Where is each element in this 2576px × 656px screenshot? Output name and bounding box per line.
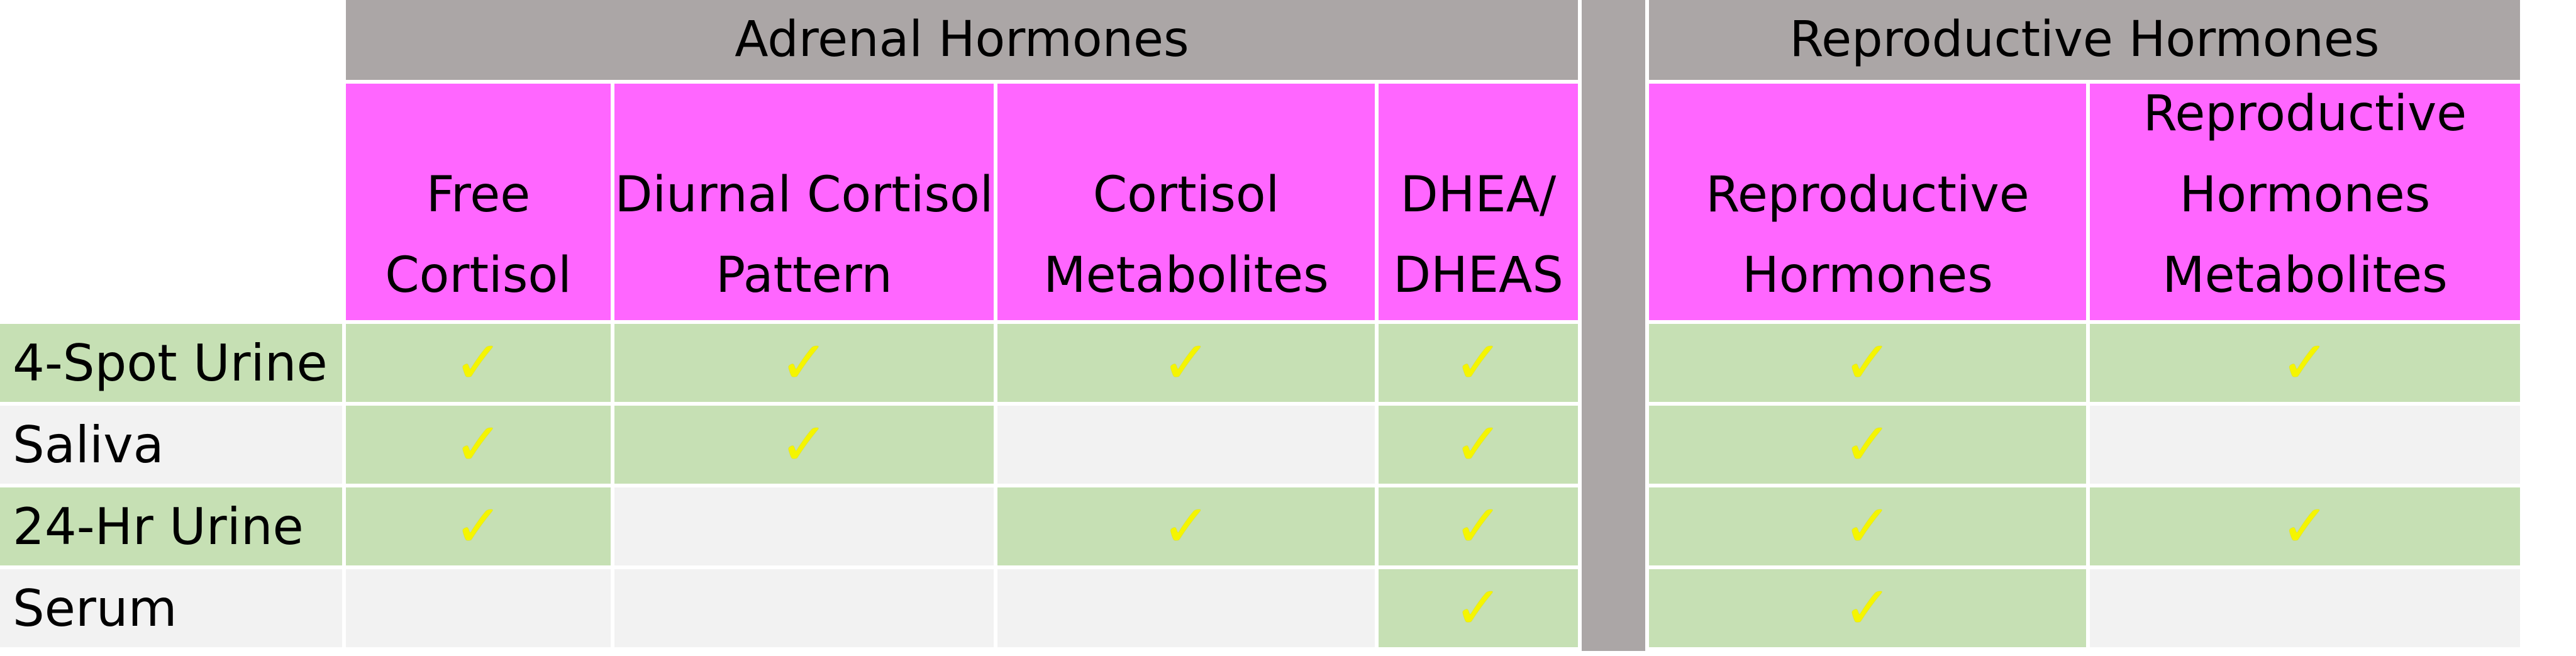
- table-cell: ✓: [614, 487, 997, 569]
- table-cell: ✓: [2090, 569, 2524, 651]
- table-cell: ✓: [1649, 569, 2090, 651]
- table-cell: ✓: [1649, 487, 2090, 569]
- column-header-cortisol-metabolites: Cortisol Metabolites: [997, 84, 1379, 324]
- check-icon: ✓: [779, 411, 829, 478]
- table-cell: ✓: [1379, 324, 1582, 406]
- column-header-free-cortisol: Free Cortisol: [346, 84, 614, 324]
- check-icon: ✓: [1453, 492, 1503, 560]
- group-header-reproductive: Reproductive Hormones: [1649, 0, 2524, 84]
- table-cell: ✓: [1649, 406, 2090, 487]
- table-cell: ✓: [997, 324, 1379, 406]
- check-icon: ✓: [1843, 329, 1892, 396]
- table-cell: ✓: [1379, 406, 1582, 487]
- check-icon: ✓: [1843, 411, 1892, 478]
- table-cell: ✓: [997, 487, 1379, 569]
- row-label-saliva: Saliva: [0, 406, 346, 487]
- check-icon: ✓: [453, 411, 503, 478]
- table-cell: ✓: [1649, 324, 2090, 406]
- table-cell: ✓: [2090, 487, 2524, 569]
- corner-blank: [0, 0, 346, 324]
- column-header-diurnal-cortisol-pattern: Diurnal Cortisol Pattern: [614, 84, 997, 324]
- table-cell: ✓: [346, 406, 614, 487]
- check-icon: ✓: [1453, 574, 1503, 642]
- table-cell: ✓: [997, 569, 1379, 651]
- check-icon: ✓: [1843, 574, 1892, 642]
- row-label-24-hr-urine: 24-Hr Urine: [0, 487, 346, 569]
- table-cell: ✓: [2090, 324, 2524, 406]
- table-cell: ✓: [614, 569, 997, 651]
- column-header-reproductive-hormones: Reproductive Hormones: [1649, 84, 2090, 324]
- column-header-dhea-dheas: DHEA/ DHEAS: [1379, 84, 1582, 324]
- check-icon: ✓: [2280, 492, 2329, 560]
- check-icon: ✓: [1162, 329, 1211, 396]
- table-cell: ✓: [997, 406, 1379, 487]
- table-cell: ✓: [614, 324, 997, 406]
- table-cell: ✓: [1379, 569, 1582, 651]
- check-icon: ✓: [779, 329, 829, 396]
- group-header-adrenal: Adrenal Hormones: [346, 0, 1582, 84]
- table-cell: ✓: [346, 487, 614, 569]
- table-cell: ✓: [1379, 487, 1582, 569]
- table-cell: ✓: [346, 324, 614, 406]
- table-cell: ✓: [614, 406, 997, 487]
- row-label-4-spot-urine: 4-Spot Urine: [0, 324, 346, 406]
- check-icon: ✓: [1453, 329, 1503, 396]
- check-icon: ✓: [1843, 492, 1892, 560]
- check-icon: ✓: [453, 329, 503, 396]
- row-label-serum: Serum: [0, 569, 346, 651]
- column-header-reproductive-hormones-metabolites: Reproductive Hormones Metabolites: [2090, 84, 2524, 324]
- check-icon: ✓: [2280, 329, 2329, 396]
- check-icon: ✓: [453, 492, 503, 560]
- table-cell: ✓: [2090, 406, 2524, 487]
- table-cell: ✓: [346, 569, 614, 651]
- check-icon: ✓: [1453, 411, 1503, 478]
- check-icon: ✓: [1162, 492, 1211, 560]
- group-divider: [1582, 0, 1649, 651]
